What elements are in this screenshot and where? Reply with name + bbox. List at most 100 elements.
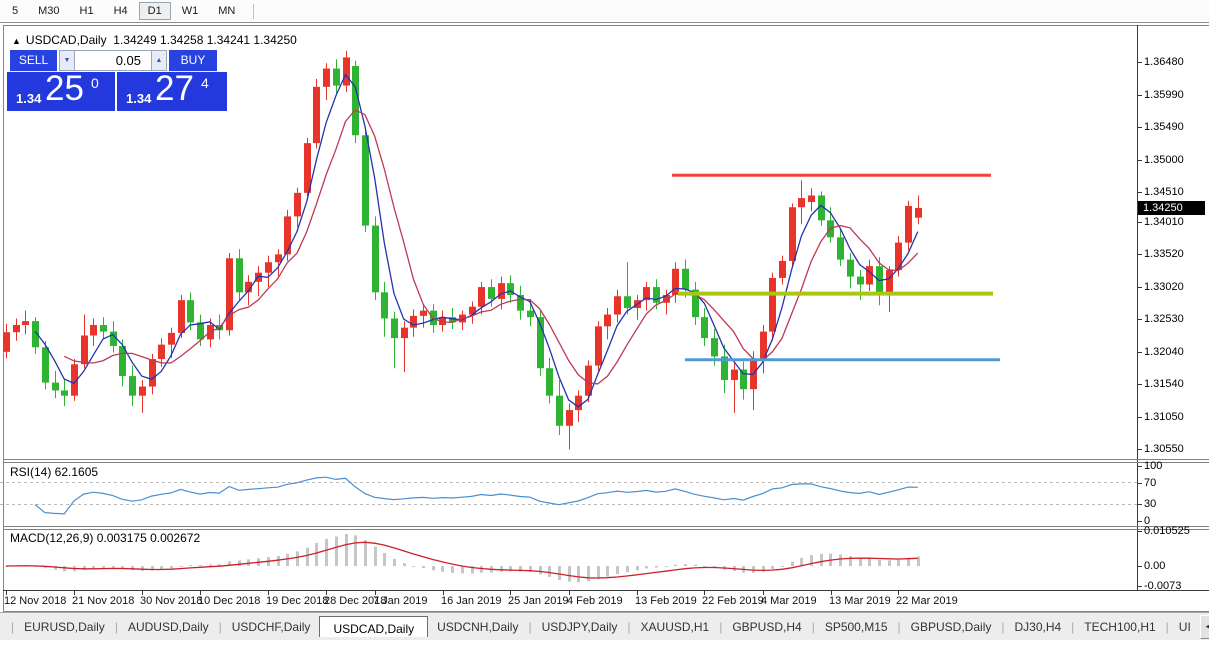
date-axis-tick xyxy=(375,591,376,595)
volume-increase-button[interactable]: ▲ xyxy=(151,50,167,71)
date-axis-tick xyxy=(268,591,269,595)
price-axis-label-1.31540: 1.31540 xyxy=(1144,378,1184,390)
date-axis-label: 30 Nov 2018 xyxy=(140,595,203,607)
date-axis-tick xyxy=(6,591,7,595)
price-axis-label-1.32530-tick xyxy=(1137,319,1142,320)
macd-indicator-label: MACD(12,26,9) 0.003175 0.002672 xyxy=(10,531,201,545)
chart-symbol-label: USDCAD,Daily xyxy=(25,33,107,47)
price-axis-label-1.35000: 1.35000 xyxy=(1144,154,1184,166)
macd-panel-separator-inner xyxy=(3,529,1209,530)
macd-axis-label-0.00: 0.00 xyxy=(1144,560,1166,572)
tab-UI[interactable]: UI xyxy=(1178,619,1191,634)
tab-separator: | xyxy=(627,619,631,634)
price-axis-label-1.35490-tick xyxy=(1137,127,1142,128)
price-axis-label-1.33520-tick xyxy=(1137,254,1142,255)
date-axis-label: 10 Dec 2018 xyxy=(198,595,261,607)
price-axis-label-1.35990: 1.35990 xyxy=(1144,89,1184,101)
sell-price-panel[interactable]: 1.34 25 0 xyxy=(7,69,115,111)
timeframe-button-MN[interactable]: MN xyxy=(218,5,236,17)
price-axis-label-1.32040: 1.32040 xyxy=(1144,346,1184,358)
rsi-axis-label-100: 100 xyxy=(1144,460,1163,472)
price-axis-label-1.31050: 1.31050 xyxy=(1144,411,1184,423)
macd-axis-label--0.0073: -0.0073 xyxy=(1144,580,1182,592)
date-axis-tick xyxy=(142,591,143,595)
price-axis-label-1.33020: 1.33020 xyxy=(1144,281,1184,293)
price-axis-label-1.30550: 1.30550 xyxy=(1144,443,1184,455)
price-axis-label-1.34510: 1.34510 xyxy=(1144,186,1184,198)
date-axis-label: 16 Jan 2019 xyxy=(441,595,502,607)
rsi-axis-label-0-tick xyxy=(1137,521,1142,522)
date-axis-tick xyxy=(704,591,705,595)
rsi-panel-separator-inner xyxy=(3,462,1209,463)
tab-separator: | xyxy=(1165,619,1169,634)
price-axis-label-1.34510-tick xyxy=(1137,192,1142,193)
timeframe-button-W1[interactable]: W1 xyxy=(181,5,199,17)
date-axis-label: 22 Mar 2019 xyxy=(896,595,958,607)
tab-AUDUSD,Daily[interactable]: AUDUSD,Daily xyxy=(127,619,209,634)
date-axis-tick xyxy=(443,591,444,595)
tab-USDCHF,Daily[interactable]: USDCHF,Daily xyxy=(231,619,311,634)
date-axis-label: 22 Feb 2019 xyxy=(702,595,764,607)
volume-decrease-button[interactable]: ▼ xyxy=(59,50,75,71)
date-axis-tick xyxy=(510,591,511,595)
price-axis-label-1.31540-tick xyxy=(1137,384,1142,385)
timeframe-button-H1[interactable]: H1 xyxy=(79,5,94,17)
tab-separator: | xyxy=(11,619,15,634)
tab-XAUUSD,H1[interactable]: XAUUSD,H1 xyxy=(640,619,710,634)
tab-EURUSD,Daily[interactable]: EURUSD,Daily xyxy=(24,619,105,634)
timeframe-button-H4[interactable]: H4 xyxy=(113,5,128,17)
date-axis-tick xyxy=(74,591,75,595)
date-axis-label: 25 Jan 2019 xyxy=(508,595,569,607)
symbol-tab-bar: | EURUSD,Daily | AUDUSD,Daily | USDCHF,Daily U… xyxy=(0,612,1209,640)
rsi-axis-label-0: 0 xyxy=(1144,515,1151,527)
chart-ohlc-values: 1.34249 1.34258 1.34241 1.34250 xyxy=(113,33,297,47)
date-axis-tick xyxy=(569,591,570,595)
price-axis-label-1.31050-tick xyxy=(1137,417,1142,418)
rsi-axis-label-100-tick xyxy=(1137,466,1142,467)
tab-GBPUSD,Daily[interactable]: GBPUSD,Daily xyxy=(910,619,992,634)
tab-separator: | xyxy=(528,619,532,634)
chart-title: ▲ USDCAD,Daily 1.34249 1.34258 1.34241 1.… xyxy=(12,33,297,47)
rsi-panel-separator[interactable] xyxy=(3,459,1209,460)
sell-price-big-digits: 25 xyxy=(45,69,84,108)
sell-price-prefix: 1.34 xyxy=(16,91,42,106)
sell-price-pip-digit: 0 xyxy=(91,75,99,91)
date-axis-label: 4 Feb 2019 xyxy=(567,595,623,607)
tab-TECH100,H1[interactable]: TECH100,H1 xyxy=(1084,619,1156,634)
date-axis-label: 28 Dec 2018 xyxy=(324,595,387,607)
timeframe-button-D1[interactable]: D1 xyxy=(138,2,171,20)
timeframe-button-M30[interactable]: M30 xyxy=(38,5,60,17)
rsi-axis-label-70: 70 xyxy=(1144,477,1157,489)
price-axis-label-1.32530: 1.32530 xyxy=(1144,313,1184,325)
price-axis-label-1.30550-tick xyxy=(1137,449,1142,450)
macd-axis-label--0.0073-tick xyxy=(1137,586,1142,587)
macd-axis-label-0.010525-tick xyxy=(1137,531,1142,532)
buy-price-panel[interactable]: 1.34 27 4 xyxy=(117,69,227,111)
date-axis-tick xyxy=(637,591,638,595)
date-axis-tick xyxy=(200,591,201,595)
date-axis-label: 19 Dec 2018 xyxy=(266,595,329,607)
volume-input[interactable] xyxy=(75,50,151,71)
buy-price-big-digits: 27 xyxy=(155,69,194,108)
price-axis-label-1.36480: 1.36480 xyxy=(1144,56,1184,68)
tab-separator: | xyxy=(811,619,815,634)
date-axis-tick xyxy=(831,591,832,595)
tab-scroll-left-button[interactable]: ◂ xyxy=(1199,614,1209,639)
price-axis-label-1.33520: 1.33520 xyxy=(1144,248,1184,260)
tab-USDJPY,Daily[interactable]: USDJPY,Daily xyxy=(541,619,618,634)
tab-USDCNH,Daily[interactable]: USDCNH,Daily xyxy=(437,619,519,634)
tab-GBPUSD,H4[interactable]: GBPUSD,H4 xyxy=(732,619,802,634)
macd-panel-separator[interactable] xyxy=(3,526,1209,527)
date-axis-label: 12 Nov 2018 xyxy=(4,595,67,607)
current-price-tag: 1.34250 xyxy=(1138,200,1205,215)
tab-SP500,M15[interactable]: SP500,M15 xyxy=(824,619,888,634)
price-axis-label-1.33020-tick xyxy=(1137,287,1142,288)
price-axis-label-1.36480-tick xyxy=(1137,62,1142,63)
tab-USDCAD,Daily[interactable]: USDCAD,Daily xyxy=(319,616,429,637)
timeframe-toolbar: 5 M30 H1 H4 D1 W1 MN xyxy=(0,0,1209,23)
tab-DJ30,H4[interactable]: DJ30,H4 xyxy=(1014,619,1062,634)
macd-axis-label-0.00-tick xyxy=(1137,566,1142,567)
collapse-triangle-icon[interactable]: ▲ xyxy=(12,36,21,46)
timeframe-button-5[interactable]: 5 xyxy=(12,5,19,17)
